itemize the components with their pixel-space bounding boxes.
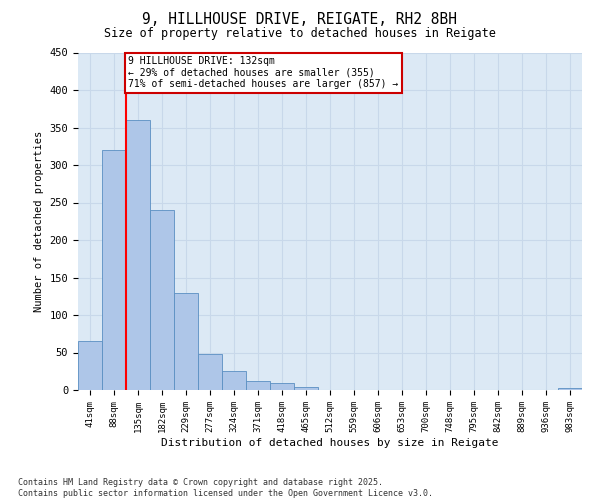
Bar	[294, 387, 318, 390]
Bar	[102, 150, 126, 390]
Bar	[558, 388, 582, 390]
Bar	[222, 371, 246, 390]
Bar	[126, 120, 150, 390]
Text: Size of property relative to detached houses in Reigate: Size of property relative to detached ho…	[104, 28, 496, 40]
Y-axis label: Number of detached properties: Number of detached properties	[34, 130, 44, 312]
Bar	[270, 382, 294, 390]
Bar	[198, 354, 222, 390]
Text: 9, HILLHOUSE DRIVE, REIGATE, RH2 8BH: 9, HILLHOUSE DRIVE, REIGATE, RH2 8BH	[143, 12, 458, 28]
Bar	[150, 210, 174, 390]
Bar	[174, 292, 198, 390]
Text: 9 HILLHOUSE DRIVE: 132sqm
← 29% of detached houses are smaller (355)
71% of semi: 9 HILLHOUSE DRIVE: 132sqm ← 29% of detac…	[128, 56, 398, 90]
X-axis label: Distribution of detached houses by size in Reigate: Distribution of detached houses by size …	[161, 438, 499, 448]
Text: Contains HM Land Registry data © Crown copyright and database right 2025.
Contai: Contains HM Land Registry data © Crown c…	[18, 478, 433, 498]
Bar	[246, 381, 270, 390]
Bar	[78, 341, 102, 390]
